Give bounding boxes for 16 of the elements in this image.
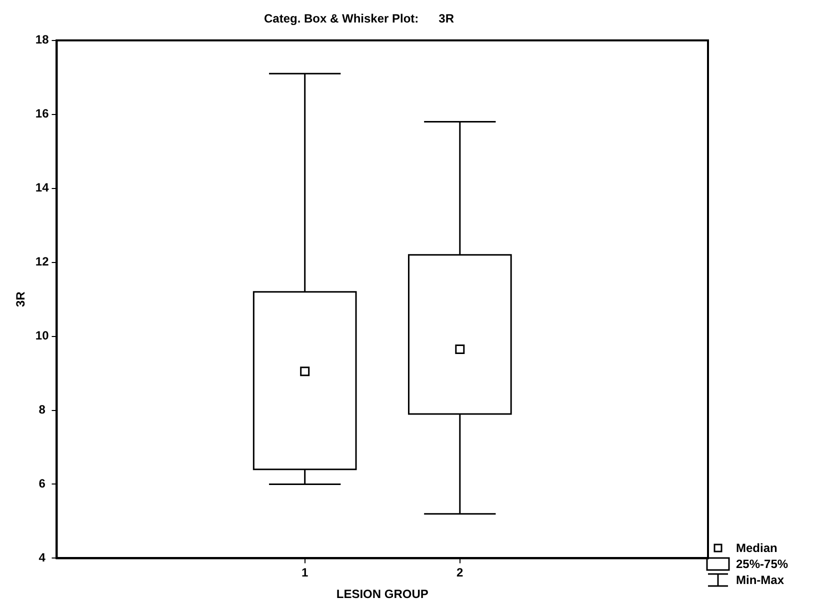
x-axis-title: LESION GROUP [336,587,428,602]
x-tick-label: 2 [456,566,464,580]
text: Min-Max [736,573,784,587]
text: Median [736,541,778,555]
y-tick-label: 10 [35,328,50,343]
chart-title: Categ. Box & Whisker Plot: 3R [264,12,454,26]
y-tick-label: 4 [38,550,46,565]
y-tick-label: 16 [35,106,50,121]
y-axis-title: 3R [14,291,28,307]
x-tick-label: 1 [302,566,308,580]
text: 25%-75% [736,557,788,571]
y-tick-label: 18 [35,32,50,47]
y-tick-label: 12 [35,254,50,269]
y-tick-label: 6 [38,476,46,491]
y-tick-label: 14 [35,180,50,195]
y-tick-label: 8 [38,402,46,417]
